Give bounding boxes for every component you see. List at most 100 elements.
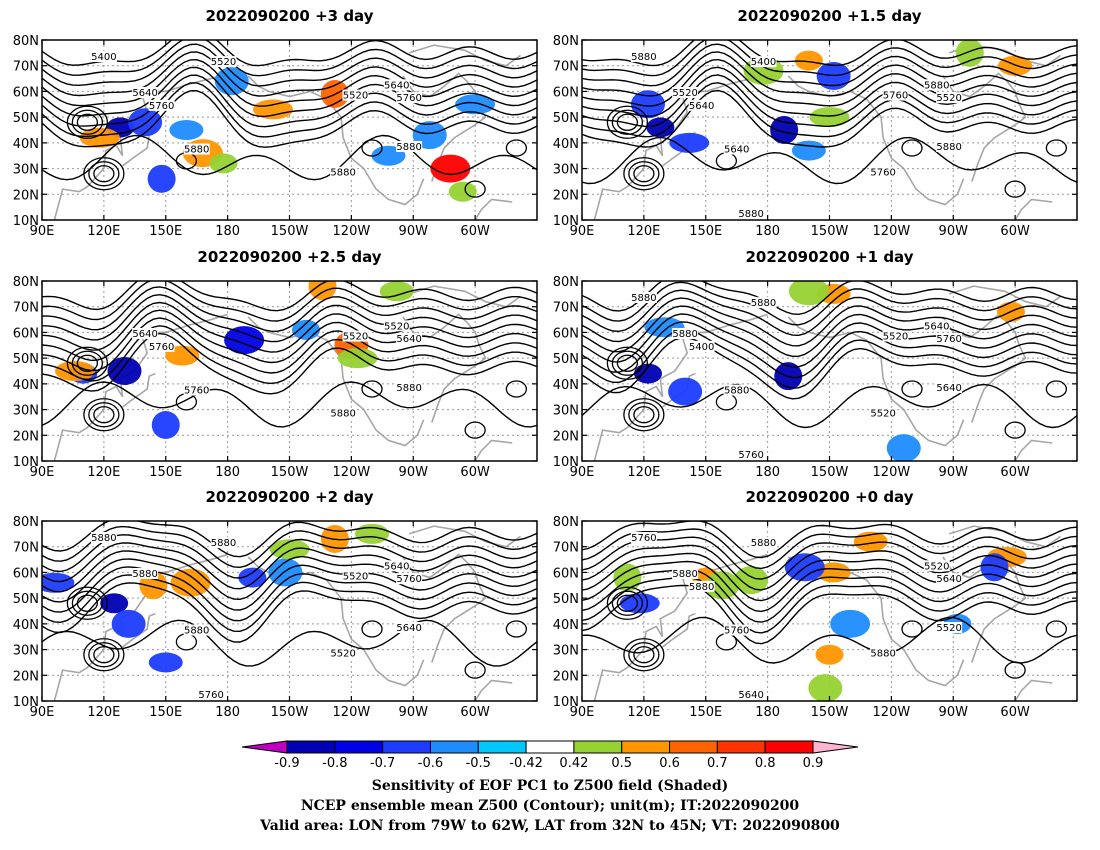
panel-map-area: 5520 5640 5760 5880 5520 5640 5760 5880 5880 5880 (582, 521, 1077, 701)
closed-contour (628, 402, 660, 428)
coastline-5 (1014, 439, 1053, 461)
z500-contour (42, 301, 537, 353)
panel-0: 2022090200 +3 day 5400 5520 5640 5760 5520 564… (13, 7, 538, 239)
y-tick-label: 10N (13, 455, 39, 470)
coastline-5 (1014, 198, 1053, 220)
contour-label: 5520 (936, 93, 961, 104)
z500-contour (582, 281, 1077, 326)
x-tick-label: 90E (570, 224, 595, 239)
sensitivity-patch (791, 140, 826, 161)
x-tick-label: 150W (271, 465, 309, 480)
contour-label-bg (330, 407, 357, 419)
closed-contour (1045, 380, 1068, 398)
contour-label: 5880 (631, 293, 656, 304)
contour-label: 5640 (396, 623, 421, 634)
y-tick-label: 20N (553, 188, 579, 203)
contour-label: 5520 (883, 332, 908, 343)
x-tick-label: 60W (1000, 705, 1030, 720)
z500-contour (582, 281, 1077, 316)
x-tick-label: 90W (399, 224, 429, 239)
contour-label: 5760 (631, 533, 656, 544)
contour-label: 5760 (738, 450, 763, 461)
coastline-5 (474, 439, 513, 461)
y-tick-label: 60N (553, 85, 579, 100)
z500-contour-5880 (42, 134, 537, 181)
contour-label: 5880 (184, 626, 209, 637)
closed-contour (633, 406, 655, 424)
contour-label: 5880 (184, 145, 209, 156)
closed-contour (361, 620, 383, 638)
closed-contour (633, 646, 655, 664)
y-tick-label: 60N (13, 566, 39, 581)
y-tick-label: 30N (553, 644, 579, 659)
y-tick-label: 80N (13, 34, 39, 49)
z500-contour (582, 544, 1077, 591)
y-tick-label: 80N (553, 515, 579, 530)
caption-line-2: NCEP ensemble mean Z500 (Contour); unit(… (301, 798, 800, 814)
sensitivity-patch (170, 568, 211, 597)
y-tick-label: 10N (553, 455, 579, 470)
y-tick-label: 20N (13, 188, 39, 203)
contour-label: 5760 (936, 334, 961, 345)
z500-contour (582, 552, 1077, 602)
closed-contour (1045, 620, 1068, 638)
y-tick-label: 10N (553, 695, 579, 710)
coastline-3 (942, 553, 1027, 663)
panel-map-area: 5400 5520 5640 5760 5880 5520 5640 5760 5880 5880… (582, 281, 1077, 461)
coastline-0 (593, 553, 768, 701)
panel-title: 2022090200 +0 day (746, 488, 914, 506)
sensitivity-patch (631, 90, 665, 119)
contour-label-bg (383, 79, 410, 91)
contour-label-bg (882, 89, 909, 101)
y-tick-label: 50N (553, 111, 579, 126)
contour-label-bg (923, 79, 950, 91)
contour-label: 5880 (870, 649, 895, 660)
colorbar-label: 0.8 (755, 756, 776, 771)
sensitivity-patch (107, 357, 142, 385)
z500-contour (42, 534, 537, 579)
closed-contour (505, 139, 528, 157)
z500-contour (42, 281, 537, 322)
coastline-2 (247, 316, 425, 447)
z500-contour (582, 536, 1077, 580)
colorbar-label: 0.6 (659, 756, 680, 771)
contour-label-bg (630, 532, 657, 543)
x-tick-label: 150W (811, 465, 849, 480)
y-tick-label: 30N (553, 404, 579, 419)
y-tick-label: 40N (13, 378, 39, 393)
panel-map-area: 5520 5640 5760 5880 5520 5640 5760 5880 5880 5880 (42, 521, 537, 701)
colorbar-label: 0.5 (611, 756, 632, 771)
contour-label-bg (936, 622, 963, 633)
y-tick-label: 80N (553, 275, 579, 290)
z500-contour (42, 40, 537, 77)
contour-label: 5520 (343, 572, 368, 583)
x-tick-label: 60W (460, 705, 490, 720)
colorbar-label: -0.42 (509, 756, 543, 771)
contour-label-bg (688, 99, 715, 111)
x-tick-label: 180 (755, 465, 780, 480)
contour-label: 5640 (384, 80, 409, 91)
coastline-3 (942, 72, 1027, 182)
contour-label-bg (132, 568, 159, 579)
contour-label: 5520 (384, 321, 409, 332)
panel-title: 2022090200 +2 day (206, 488, 374, 506)
panel-title: 2022090200 +3 day (206, 7, 374, 25)
sensitivity-patch (788, 281, 829, 306)
z500-contour (582, 74, 1077, 128)
contour-label: 5880 (936, 142, 961, 153)
closed-contour (464, 661, 486, 679)
z500-contour (582, 521, 1077, 559)
x-tick-label: 180 (215, 224, 240, 239)
contour-label-bg (738, 448, 765, 460)
z500-contour (42, 558, 537, 611)
colorbar-high-triangle (812, 740, 859, 754)
closed-contour (901, 620, 923, 638)
sensitivity-patch (886, 434, 921, 461)
contour-label-bg (132, 328, 159, 339)
contour-label-bg (688, 340, 715, 352)
y-tick-label: 40N (553, 378, 579, 393)
contour-label: 5520 (330, 649, 355, 660)
contour-label-bg (630, 51, 657, 62)
